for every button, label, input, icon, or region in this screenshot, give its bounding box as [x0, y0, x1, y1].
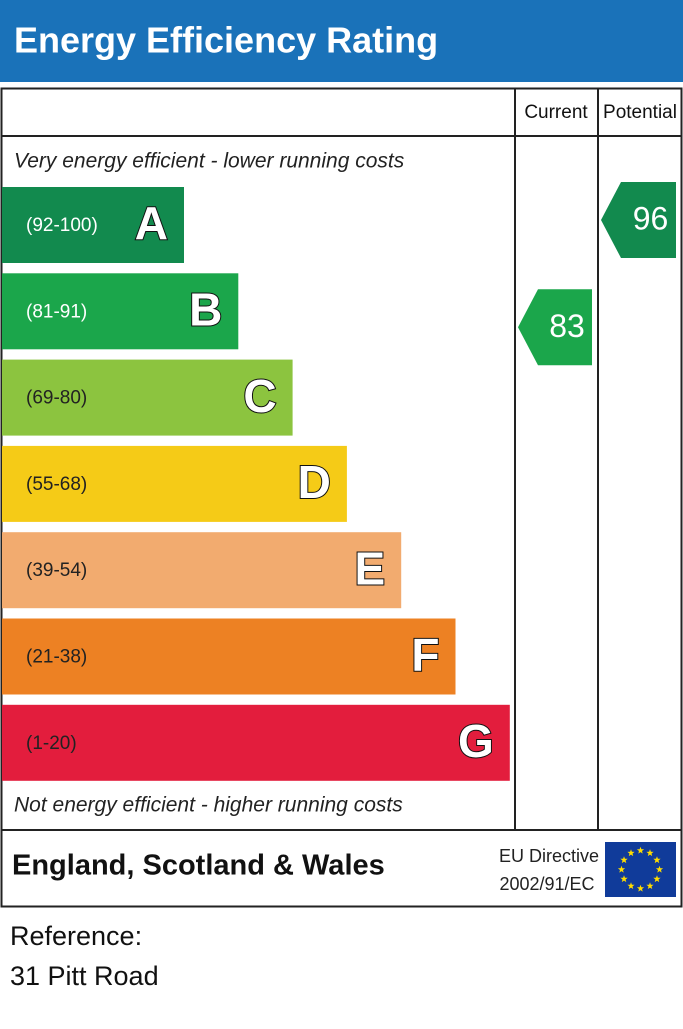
band-letter: B [189, 283, 222, 335]
band-letter: C [243, 370, 276, 422]
band-range: (69-80) [26, 388, 87, 409]
band-bar [2, 704, 510, 781]
star [653, 875, 661, 883]
band-range: (39-54) [26, 560, 87, 581]
reference-label: Reference: [10, 921, 142, 951]
band-letter: F [411, 629, 439, 681]
region: England, Scotland & Wales [12, 850, 385, 882]
band-bar [2, 618, 456, 695]
band-bar [2, 273, 239, 350]
star [655, 865, 664, 873]
band-bar [2, 445, 347, 522]
band-letter: G [458, 715, 494, 767]
title: Energy Efficiency Rating [14, 20, 438, 61]
potential-header: Potential [603, 102, 677, 123]
band-range: (55-68) [26, 474, 87, 495]
band-range: (92-100) [26, 215, 98, 236]
directive: EU Directive [499, 846, 599, 866]
potential-value: 96 [633, 200, 669, 236]
star [617, 865, 626, 873]
band-range: (81-91) [26, 301, 87, 322]
star [646, 849, 654, 857]
star [653, 856, 661, 864]
star [636, 884, 645, 892]
band-bar [2, 359, 293, 436]
reference-value: 31 Pitt Road [10, 961, 159, 991]
potential-arrow [601, 182, 676, 258]
band-letter: A [135, 197, 168, 249]
directive: 2002/91/EC [499, 874, 594, 894]
star [636, 846, 645, 854]
star [620, 875, 628, 883]
star [627, 882, 635, 889]
band-letter: E [355, 542, 386, 594]
star [646, 882, 654, 889]
current-header: Current [524, 102, 588, 123]
bottom-note: Not energy efficient - higher running co… [14, 794, 403, 817]
top-note: Very energy efficient - lower running co… [14, 150, 405, 173]
frame [0, 87, 683, 908]
band-range: (21-38) [26, 647, 87, 668]
star [620, 856, 628, 864]
star [627, 849, 635, 857]
band-bar [2, 532, 402, 609]
eu-flag [605, 842, 676, 897]
band-bar [2, 187, 184, 263]
current-value: 83 [549, 308, 585, 344]
band-letter: D [298, 456, 331, 508]
current-arrow [518, 289, 592, 366]
title-bar [0, 0, 683, 82]
band-range: (1-20) [26, 733, 77, 754]
